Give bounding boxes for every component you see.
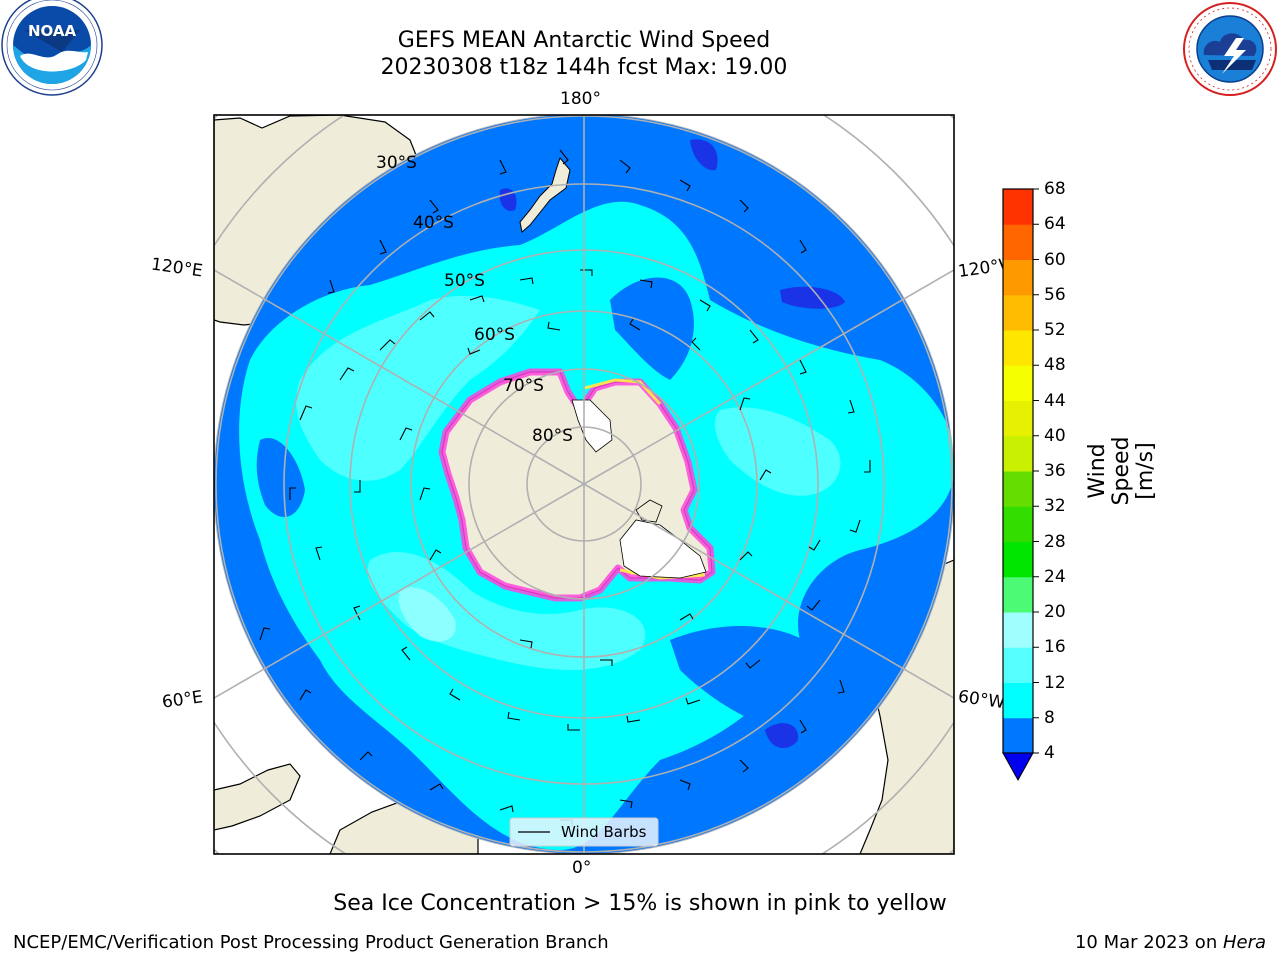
colorbar-tick-label: 36: [1044, 461, 1066, 481]
colorbar-tick-label: 60: [1044, 249, 1066, 270]
noaa-logo: NOAA: [1, 0, 103, 96]
lat-label-80s: 80°S: [532, 426, 573, 446]
colorbar-tick-label: 56: [1044, 284, 1066, 305]
legend-label: Wind Barbs: [561, 823, 647, 841]
colorbar-segment: [1003, 471, 1033, 507]
colorbar-tick-label: 52: [1044, 320, 1066, 340]
wind-barbs: [259, 149, 871, 826]
chart-subtitle: 20230308 t18z 144h fcst Max: 19.00: [380, 55, 788, 80]
issue-date-machine: Hera: [1222, 932, 1266, 953]
sea-ice-rim: [438, 368, 716, 602]
ronne-ice-shelf: [619, 519, 707, 579]
colorbar-tick-label: 28: [1044, 531, 1066, 552]
chart-title: GEFS MEAN Antarctic Wind Speed: [397, 28, 771, 53]
colorbar-segment: [1003, 506, 1033, 542]
issue-date: 10 Mar 2023 on Hera: [1075, 932, 1266, 953]
colorbar-tick-label: 16: [1044, 637, 1066, 658]
nws-logo: [1183, 2, 1277, 96]
lat-label-50s: 50°S: [444, 271, 485, 291]
colorbar-label: Wind Speed [m/s]: [1085, 436, 1158, 506]
credit-text: NCEP/EMC/Verification Post Processing Pr…: [13, 932, 609, 953]
colorbar-tick-label: 24: [1044, 566, 1066, 587]
colorbar-tick-label: 48: [1044, 355, 1066, 376]
ross-ice-shelf: [571, 399, 613, 453]
colorbar-tick-label: 8: [1044, 707, 1055, 728]
lon-label-180: 180°: [560, 89, 601, 109]
noaa-logo-text: NOAA: [28, 22, 77, 40]
wind-barbs-legend: [509, 817, 659, 847]
colorbar-segment: [1003, 400, 1033, 437]
colorbar-segment: [1003, 224, 1033, 260]
colorbar-segment: [1003, 541, 1033, 578]
issue-date-prefix: 10 Mar 2023 on: [1074, 932, 1223, 953]
lon-label-0: 0°: [572, 858, 592, 878]
colorbar-segment: [1003, 259, 1033, 296]
lat-label-60s: 60°S: [474, 325, 515, 345]
lat-label-30s: 30°S: [376, 153, 417, 173]
colorbar-tick-label: 44: [1044, 390, 1066, 411]
lat-label-40s: 40°S: [413, 213, 454, 233]
colorbar-tick-label: 32: [1044, 496, 1066, 517]
africa-land: [214, 763, 301, 831]
colorbar-tick-label: 40: [1044, 425, 1066, 446]
new-zealand-land: [519, 156, 571, 233]
colorbar-extend-arrow: [1002, 752, 1034, 782]
colorbar-tick-label: 64: [1044, 214, 1066, 235]
colorbar-segment: [1003, 330, 1033, 366]
colorbar-tick-label: 12: [1044, 672, 1066, 693]
sea-ice-note: Sea Ice Concentration > 15% is shown in …: [333, 891, 947, 916]
colorbar-segment: [1003, 576, 1033, 613]
lat-label-70s: 70°S: [503, 376, 544, 396]
colorbar-segment: [1003, 365, 1033, 401]
colorbar-tick-label: 20: [1044, 602, 1066, 622]
map-frame: [213, 114, 955, 855]
colorbar-segment: [1003, 612, 1033, 648]
colorbar-segment: [1003, 682, 1033, 719]
colorbar-tick-label: 4: [1044, 743, 1055, 763]
longitude-grid: [214, 115, 954, 854]
colorbar-segment: [1003, 435, 1033, 472]
colorbar-segment: [1003, 647, 1033, 683]
colorbar-tick-label: 68: [1044, 179, 1066, 199]
colorbar-segment: [1003, 294, 1033, 331]
colorbar-segment: [1003, 717, 1033, 754]
colorbar-segment: [1003, 189, 1033, 225]
